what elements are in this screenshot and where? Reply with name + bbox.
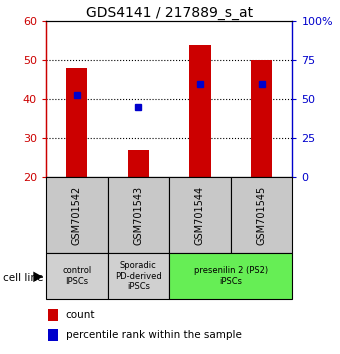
Text: GSM701542: GSM701542	[72, 185, 82, 245]
Polygon shape	[33, 272, 43, 282]
Bar	[169, 177, 231, 253]
Text: count: count	[66, 310, 95, 320]
Text: GSM701545: GSM701545	[257, 185, 267, 245]
Title: GDS4141 / 217889_s_at: GDS4141 / 217889_s_at	[86, 6, 253, 20]
Bar	[48, 329, 58, 341]
Bar	[107, 177, 169, 253]
Bar	[169, 253, 292, 299]
Text: Sporadic
PD-derived
iPSCs: Sporadic PD-derived iPSCs	[115, 261, 162, 291]
Bar	[66, 68, 87, 177]
Text: presenilin 2 (PS2)
iPSCs: presenilin 2 (PS2) iPSCs	[194, 267, 268, 286]
Bar	[48, 309, 58, 321]
Text: GSM701544: GSM701544	[195, 185, 205, 245]
Text: percentile rank within the sample: percentile rank within the sample	[66, 330, 241, 340]
Bar	[46, 253, 107, 299]
Bar	[46, 177, 107, 253]
Bar	[128, 150, 149, 177]
Text: GSM701543: GSM701543	[133, 185, 143, 245]
Text: control
IPSCs: control IPSCs	[62, 267, 91, 286]
Bar	[107, 253, 169, 299]
Text: cell line: cell line	[3, 273, 44, 283]
Bar	[251, 60, 272, 177]
Bar	[189, 45, 211, 177]
Bar	[231, 177, 292, 253]
